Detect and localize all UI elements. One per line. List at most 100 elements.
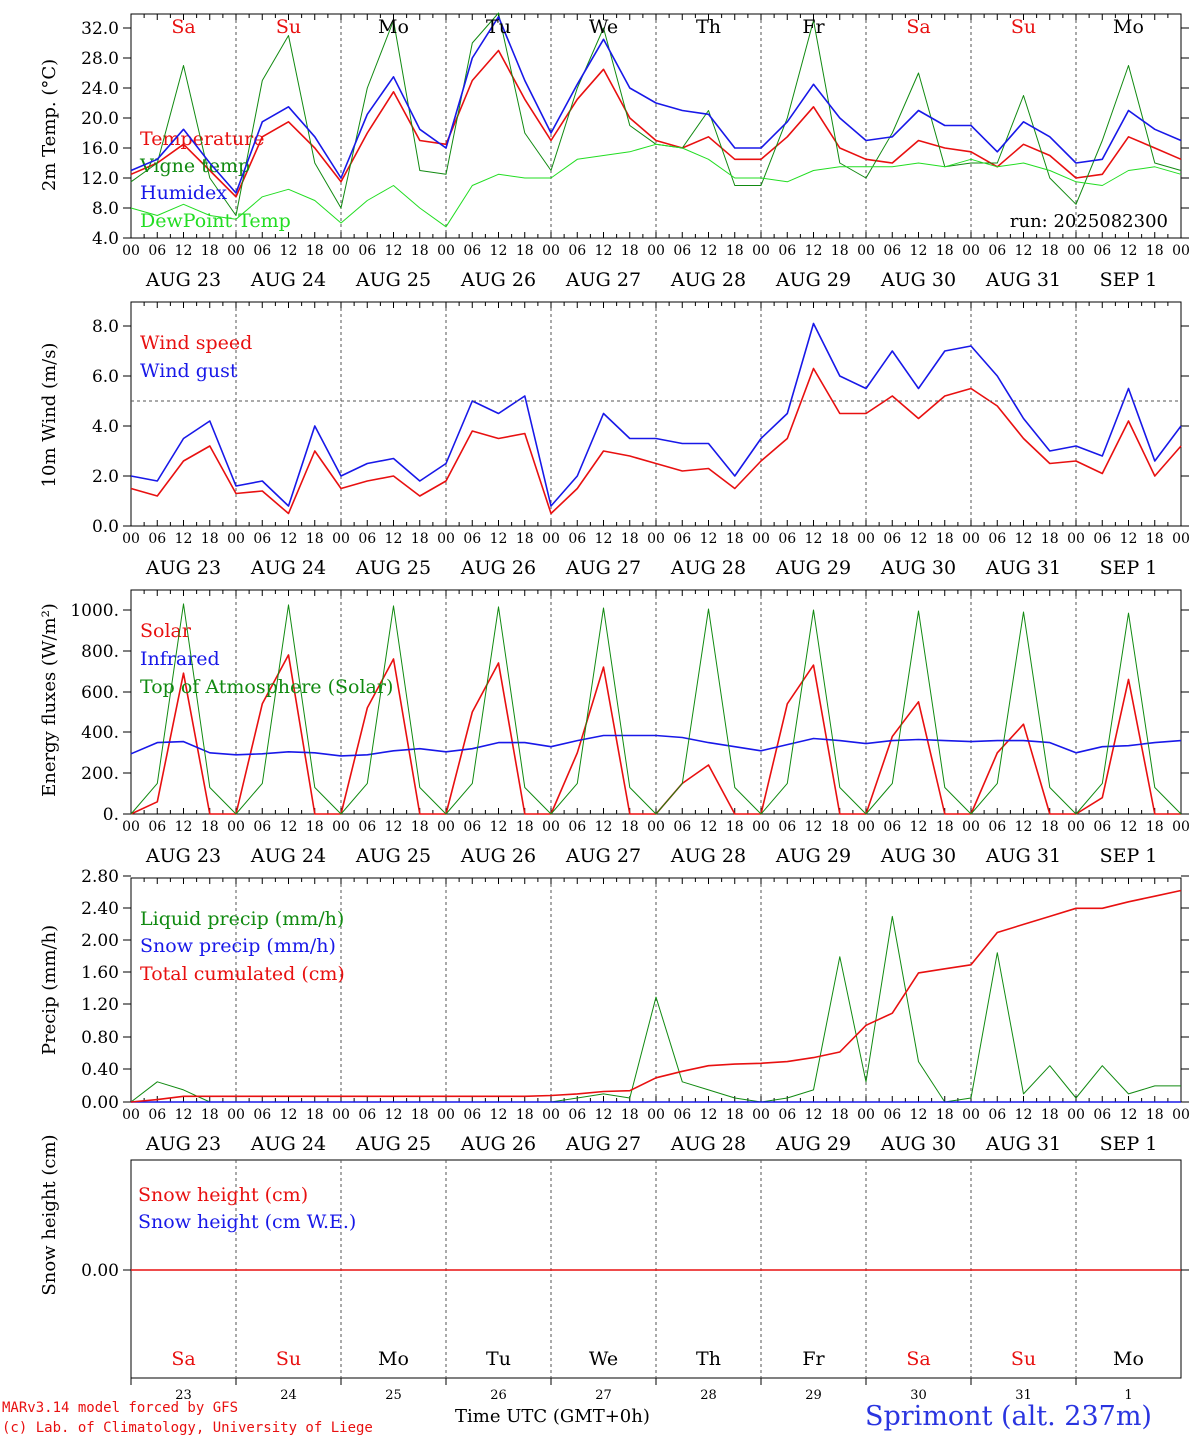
x-hour-label: 18	[516, 243, 534, 259]
x-hour-label: 00	[542, 819, 560, 835]
x-hour-label: 00	[1172, 819, 1190, 835]
x-hour-label: 06	[1093, 243, 1111, 259]
x-hour-label: 00	[647, 243, 665, 259]
x-hour-label: 18	[306, 819, 324, 835]
x-hour-label: 18	[936, 819, 954, 835]
x-date-label: AUG 31	[985, 1133, 1061, 1155]
x-hour-label: 12	[490, 1107, 508, 1123]
x-hour-label: 12	[700, 819, 718, 835]
x-hour-label: 06	[883, 243, 901, 259]
x-hour-label: 18	[831, 1107, 849, 1123]
x-hour-label: 00	[752, 243, 770, 259]
x-hour-label: 00	[962, 819, 980, 835]
y-tick-label: 0.40	[81, 1060, 119, 1080]
x-hour-label: 06	[778, 1107, 796, 1123]
x-hour-label: 00	[542, 1107, 560, 1123]
x-date-label: SEP 1	[1100, 269, 1158, 291]
y-tick-label: 4.0	[92, 229, 119, 249]
y-tick-label: 2.00	[81, 931, 119, 951]
y-tick-label: 24.0	[81, 79, 119, 99]
x-hour-label: 12	[700, 243, 718, 259]
x-hour-label: 12	[700, 531, 718, 547]
x-hour-label: 00	[227, 819, 245, 835]
series-line-dewpoint-temp	[130, 143, 1182, 228]
x-hour-label: 18	[306, 1107, 324, 1123]
y-tick-label: 1.60	[81, 963, 119, 983]
legend-entry: Top of Atmosphere (Solar)	[140, 676, 393, 698]
lab-credit: (c) Lab. of Climatology, University of L…	[2, 1420, 373, 1436]
weekday-label: Su	[1011, 16, 1036, 38]
x-date-label: AUG 28	[670, 1133, 746, 1155]
weekday-label: Fr	[802, 1348, 825, 1370]
x-hour-label: 18	[1146, 1107, 1164, 1123]
x-hour-label: 18	[831, 531, 849, 547]
x-date-label: AUG 29	[775, 845, 851, 867]
x-hour-label: 00	[752, 1107, 770, 1123]
x-hour-label: 00	[1172, 531, 1190, 547]
x-hour-label: 12	[1015, 243, 1033, 259]
x-hour-label: 12	[280, 531, 298, 547]
x-date-label: AUG 27	[565, 1133, 641, 1155]
x-hour-label: 06	[358, 1107, 376, 1123]
x-hour-label: 18	[726, 819, 744, 835]
x-hour-label: 06	[148, 243, 166, 259]
x-hour-label: 18	[1041, 1107, 1059, 1123]
x-hour-label: 06	[883, 819, 901, 835]
x-hour-label: 18	[726, 1107, 744, 1123]
y-tick-label: 4.0	[92, 417, 119, 437]
x-date-label: AUG 24	[250, 557, 326, 579]
x-hour-label: 12	[805, 243, 823, 259]
x-date-label: AUG 24	[250, 1133, 326, 1155]
x-hour-label: 18	[201, 531, 219, 547]
x-hour-label: 18	[621, 243, 639, 259]
weekday-label: Mo	[378, 16, 409, 38]
x-hour-label: 00	[962, 531, 980, 547]
y-tick-label: 0.00	[81, 1261, 119, 1281]
weekday-label: Su	[276, 16, 301, 38]
x-hour-label: 00	[1067, 1107, 1085, 1123]
x-date-label: AUG 31	[985, 269, 1061, 291]
x-date-label: AUG 26	[460, 845, 536, 867]
y-tick-label: 0.	[103, 805, 119, 825]
y-tick-label: 8.0	[92, 317, 119, 337]
x-hour-label: 18	[1146, 819, 1164, 835]
series-line-humidex	[130, 16, 1182, 194]
legend-entry: Infrared	[140, 648, 220, 670]
x-hour-label: 00	[332, 243, 350, 259]
y-tick-label: 800.	[81, 642, 119, 662]
day-number-label: 23	[175, 1388, 192, 1403]
x-hour-label: 18	[831, 819, 849, 835]
x-date-label: AUG 24	[250, 845, 326, 867]
y-tick-label: 1000.	[70, 601, 119, 621]
x-hour-label: 12	[1120, 531, 1138, 547]
y-tick-label: 16.0	[81, 139, 119, 159]
x-hour-label: 18	[936, 1107, 954, 1123]
y-tick-label: 32.0	[81, 19, 119, 39]
x-hour-label: 12	[595, 531, 613, 547]
legend-entry: Liquid precip (mm/h)	[140, 908, 344, 930]
y-tick-label: 0.0	[92, 517, 119, 537]
x-date-label: AUG 29	[775, 1133, 851, 1155]
x-hour-label: 18	[1041, 531, 1059, 547]
weekday-label: Tu	[486, 16, 511, 38]
x-hour-label: 12	[385, 1107, 403, 1123]
x-hour-label: 06	[253, 819, 271, 835]
x-hour-label: 06	[988, 819, 1006, 835]
x-hour-label: 12	[595, 243, 613, 259]
x-hour-label: 12	[280, 243, 298, 259]
series-line-total-cumulated-cm-	[130, 889, 1182, 1103]
x-hour-label: 12	[175, 531, 193, 547]
x-date-label: SEP 1	[1100, 845, 1158, 867]
weekday-label: Mo	[1113, 1348, 1144, 1370]
x-hour-label: 06	[148, 819, 166, 835]
y-tick-label: 2.0	[92, 467, 119, 487]
x-hour-label: 12	[700, 1107, 718, 1123]
x-hour-label: 00	[437, 531, 455, 547]
x-date-label: AUG 31	[985, 845, 1061, 867]
x-hour-label: 12	[910, 819, 928, 835]
x-hour-label: 06	[568, 1107, 586, 1123]
weekday-label: Th	[696, 16, 721, 38]
x-date-label: AUG 23	[145, 845, 221, 867]
x-hour-label: 06	[463, 531, 481, 547]
x-hour-label: 12	[385, 531, 403, 547]
